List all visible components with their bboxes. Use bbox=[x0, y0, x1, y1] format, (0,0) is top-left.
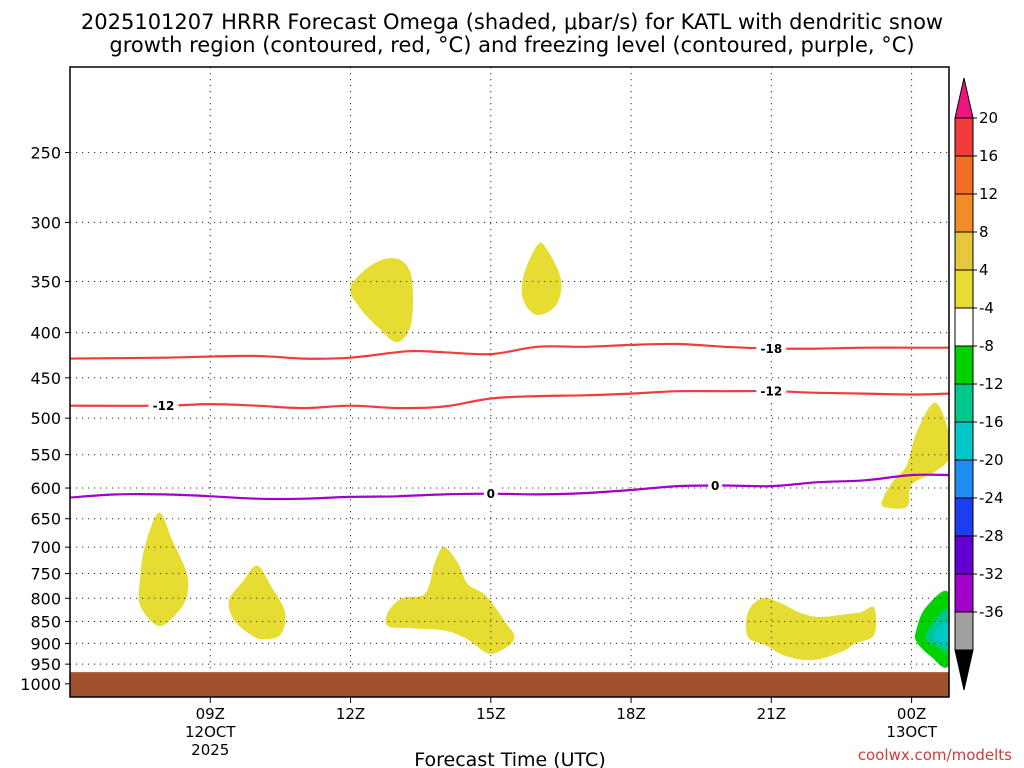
contour-zero-label-1: 0 bbox=[711, 479, 719, 493]
colorbar-label-1: 16 bbox=[979, 147, 998, 165]
chart-title-line2: growth region (contoured, red, °C) and f… bbox=[109, 33, 914, 57]
x-axis-title: Forecast Time (UTC) bbox=[414, 749, 605, 768]
ytick-label-850: 850 bbox=[30, 613, 61, 632]
ytick-label-600: 600 bbox=[30, 479, 61, 498]
gridlines bbox=[70, 67, 949, 673]
colorbar-label-7: -12 bbox=[979, 375, 1004, 393]
contour-minus12-label-1: -12 bbox=[760, 385, 782, 399]
colorbar-bin-0 bbox=[954, 117, 974, 157]
colorbar-bin-13 bbox=[954, 611, 974, 651]
omega-shading-layer bbox=[138, 242, 949, 668]
credit-text[interactable]: coolwx.com/modelts bbox=[858, 746, 1012, 764]
colorbar-top-arrow bbox=[954, 77, 974, 119]
colorbar-bin-1 bbox=[954, 155, 974, 195]
contour-minus12-label-bg-1 bbox=[756, 384, 787, 399]
ytick-label-450: 450 bbox=[30, 369, 61, 388]
colorbar-bin-10 bbox=[954, 497, 974, 537]
contour-zero-label-bg-1 bbox=[708, 478, 723, 493]
xtick-label-00Z: 00Z bbox=[897, 705, 926, 723]
xtick-year-09Z: 2025 bbox=[191, 741, 229, 759]
colorbar-bottom-arrow bbox=[954, 649, 974, 691]
xtick-label-21Z: 21Z bbox=[757, 705, 786, 723]
colorbar-label-0: 20 bbox=[979, 109, 998, 127]
omega-region-low-blob-14z bbox=[385, 547, 515, 654]
xtick-label-09Z: 09Z bbox=[196, 705, 225, 723]
plot-frame bbox=[69, 66, 950, 698]
ytick-label-700: 700 bbox=[30, 538, 61, 557]
colorbar-label-5: -4 bbox=[979, 299, 994, 317]
colorbar-label-13: -36 bbox=[979, 603, 1004, 621]
ytick-label-350: 350 bbox=[30, 272, 61, 291]
ytick-label-300: 300 bbox=[30, 213, 61, 232]
ytick-label-650: 650 bbox=[30, 510, 61, 529]
colorbar-bin-9 bbox=[954, 459, 974, 499]
xtick-sublabel-00Z: 13OCT bbox=[886, 723, 937, 741]
colorbar-bin-6 bbox=[954, 345, 974, 385]
colorbar-label-3: 8 bbox=[979, 223, 989, 241]
ground-below-surface bbox=[70, 672, 949, 697]
contour-minus18-label-bg-0 bbox=[756, 341, 787, 356]
ytick-label-800: 800 bbox=[30, 589, 61, 608]
omega-region-low-blob-08z bbox=[138, 512, 189, 627]
omega-region-upper-blob-12z bbox=[350, 258, 414, 343]
ytick-label-400: 400 bbox=[30, 324, 61, 343]
ytick-label-250: 250 bbox=[30, 144, 61, 163]
colorbar-label-8: -16 bbox=[979, 413, 1004, 431]
ytick-label-1000: 1000 bbox=[20, 675, 61, 694]
xtick-sublabel-09Z: 12OCT bbox=[185, 723, 236, 741]
colorbar-label-2: 12 bbox=[979, 185, 998, 203]
colorbar-bin-12 bbox=[954, 573, 974, 613]
chart-title-line1: 2025101207 HRRR Forecast Omega (shaded, … bbox=[81, 10, 943, 34]
ground-layer bbox=[70, 672, 949, 697]
ytick-label-500: 500 bbox=[30, 409, 61, 428]
omega-region-low-blob-22z bbox=[745, 597, 877, 661]
contour-minus12-label-0: -12 bbox=[153, 399, 175, 413]
omega-colorbar: 20 16 12 8 4 -4 -8 -12 -16 -20 -24 -28 -32 -36 bbox=[954, 77, 1004, 691]
omega-region-low-blob-10z bbox=[228, 565, 286, 640]
ytick-label-950: 950 bbox=[30, 655, 61, 674]
xtick-label-15Z: 15Z bbox=[476, 705, 505, 723]
contour-minus18-line bbox=[70, 342, 949, 360]
colorbar-label-10: -24 bbox=[979, 489, 1004, 507]
contour-layer bbox=[70, 342, 949, 501]
contour-minus18-label-0: -18 bbox=[760, 342, 782, 356]
colorbar-label-9: -20 bbox=[979, 451, 1004, 469]
colorbar-label-6: -8 bbox=[979, 337, 994, 355]
colorbar-bin-11 bbox=[954, 535, 974, 575]
colorbar-label-12: -32 bbox=[979, 565, 1004, 583]
ytick-label-550: 550 bbox=[30, 446, 61, 465]
colorbar-bin-2 bbox=[954, 193, 974, 233]
colorbar-bin-8 bbox=[954, 421, 974, 461]
colorbar-label-4: 4 bbox=[979, 261, 989, 279]
contour-minus12-label-bg-0 bbox=[148, 398, 179, 413]
omega-region-upper-blob-16z bbox=[521, 242, 562, 316]
ytick-label-750: 750 bbox=[30, 565, 61, 584]
omega-region-cyan-core-00z bbox=[932, 620, 949, 645]
contour-zero-label-0: 0 bbox=[487, 487, 495, 501]
omega-region-mid-blob-00z bbox=[881, 402, 949, 509]
pressure-axis: 250 300 350 400 450 500 550 600 650 700 750 800 850 9… bbox=[20, 144, 70, 694]
contour-minus12-line bbox=[70, 389, 949, 410]
xtick-label-18Z: 18Z bbox=[616, 705, 645, 723]
contour-zero-line bbox=[70, 473, 949, 501]
ytick-label-900: 900 bbox=[30, 634, 61, 653]
colorbar-bin-5 bbox=[954, 307, 974, 347]
colorbar-bin-4 bbox=[954, 269, 974, 309]
colorbar-bin-3 bbox=[954, 231, 974, 271]
contour-zero-label-bg-0 bbox=[483, 486, 498, 501]
colorbar-label-11: -28 bbox=[979, 527, 1004, 545]
colorbar-bin-7 bbox=[954, 383, 974, 423]
xtick-label-12Z: 12Z bbox=[336, 705, 365, 723]
